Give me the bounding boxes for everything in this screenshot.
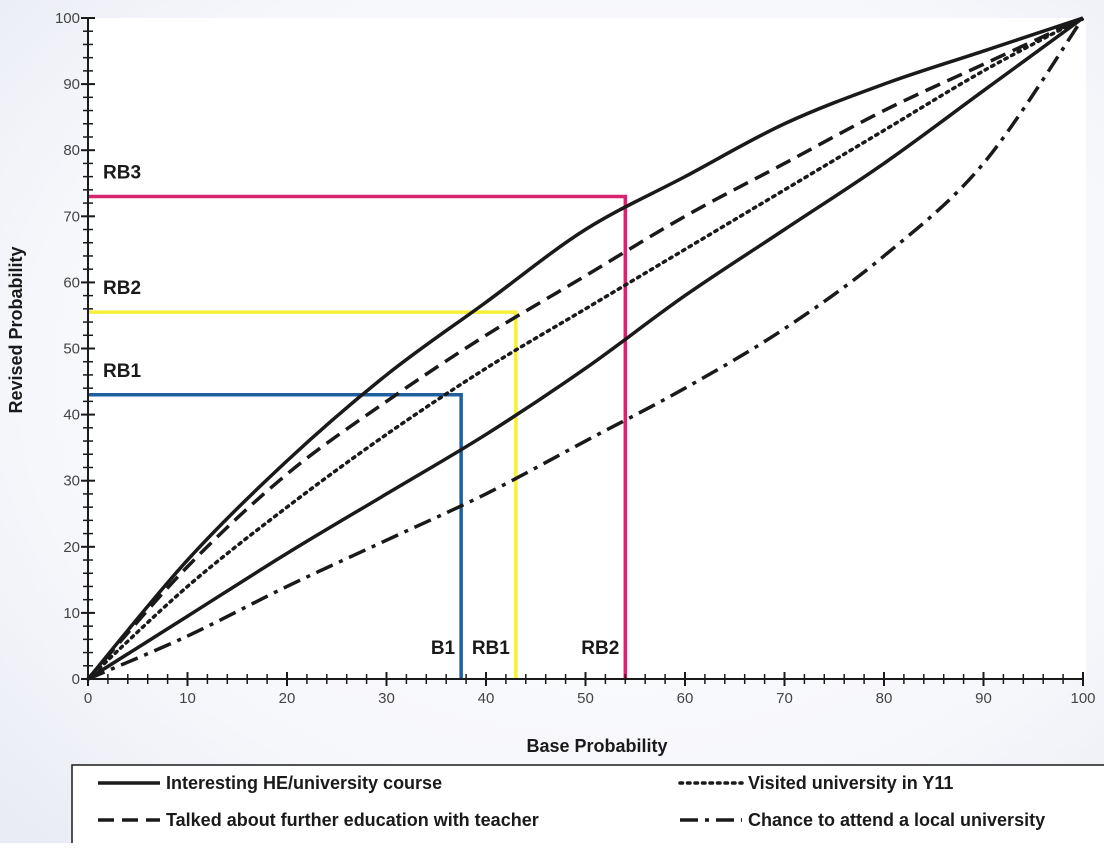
y-tick-label: 60 [63, 274, 80, 291]
annotation-label-rb1: RB1 [103, 361, 141, 382]
x-tick-label: 50 [577, 690, 594, 707]
x-tick-label: 60 [677, 690, 694, 707]
y-tick-label: 20 [63, 539, 80, 556]
annotation-line-rb2 [88, 310, 518, 679]
x-tick-label: 20 [279, 690, 296, 707]
x-tick-label: 100 [1070, 690, 1095, 707]
y-tick-label: 0 [72, 671, 80, 688]
x-axis-title: Base Probability [526, 736, 667, 756]
annotation-line-rb3 [88, 194, 628, 679]
legend-label-3: Visited university in Y11 [748, 773, 953, 793]
y-axis-title: Revised Probability [6, 246, 26, 413]
annotation-label-rb3: RB3 [103, 162, 141, 183]
y-tick-label: 80 [63, 142, 80, 159]
y-tick-label: 90 [63, 76, 80, 93]
series-lines [86, 16, 1085, 681]
y-tick-label: 50 [63, 341, 80, 358]
annotation-x-label-3: RB2 [581, 638, 619, 659]
legend: Interesting HE/university course Talked a… [71, 764, 1104, 848]
y-tick-label: 10 [63, 605, 80, 622]
series-line-3 [86, 16, 1085, 681]
y-tick-label: 40 [63, 407, 80, 424]
annotation-labels: RB1 B1 RB2 RB1 RB3 RB2 [103, 162, 619, 659]
x-tick-label: 70 [776, 690, 793, 707]
y-tick-label: 100 [55, 10, 80, 27]
axes: 0 10 20 30 40 50 60 70 80 90 100 0 10 20 30 40 50 60 70 80 9… [55, 10, 1096, 707]
x-tick-label: 40 [478, 690, 495, 707]
y-tick-label: 30 [63, 473, 80, 490]
y-tick-label: 70 [63, 208, 80, 225]
legend-label-2: Talked about further education with teac… [166, 810, 539, 830]
annotation-label-rb2: RB2 [103, 278, 141, 299]
annotation-x-label-2: RB1 [472, 638, 510, 659]
x-tick-label: 10 [179, 690, 196, 707]
annotation-line-rb1 [88, 393, 463, 679]
annotation-lines [88, 194, 628, 679]
legend-label-4: Chance to attend a local university [748, 810, 1045, 830]
series-line-2 [86, 16, 1084, 681]
legend-box [71, 764, 1104, 848]
series-line-1-1 [86, 16, 1084, 681]
legend-label-1: Interesting HE/university course [166, 773, 442, 793]
x-tick-label: 30 [378, 690, 395, 707]
x-tick-label: 90 [975, 690, 992, 707]
plot-area [88, 18, 1086, 679]
x-tick-label: 0 [84, 690, 92, 707]
series-line-4 [87, 17, 1085, 681]
series-line-1-2 [87, 16, 1085, 681]
x-tick-label: 80 [876, 690, 893, 707]
annotation-x-label-1: B1 [431, 638, 456, 659]
